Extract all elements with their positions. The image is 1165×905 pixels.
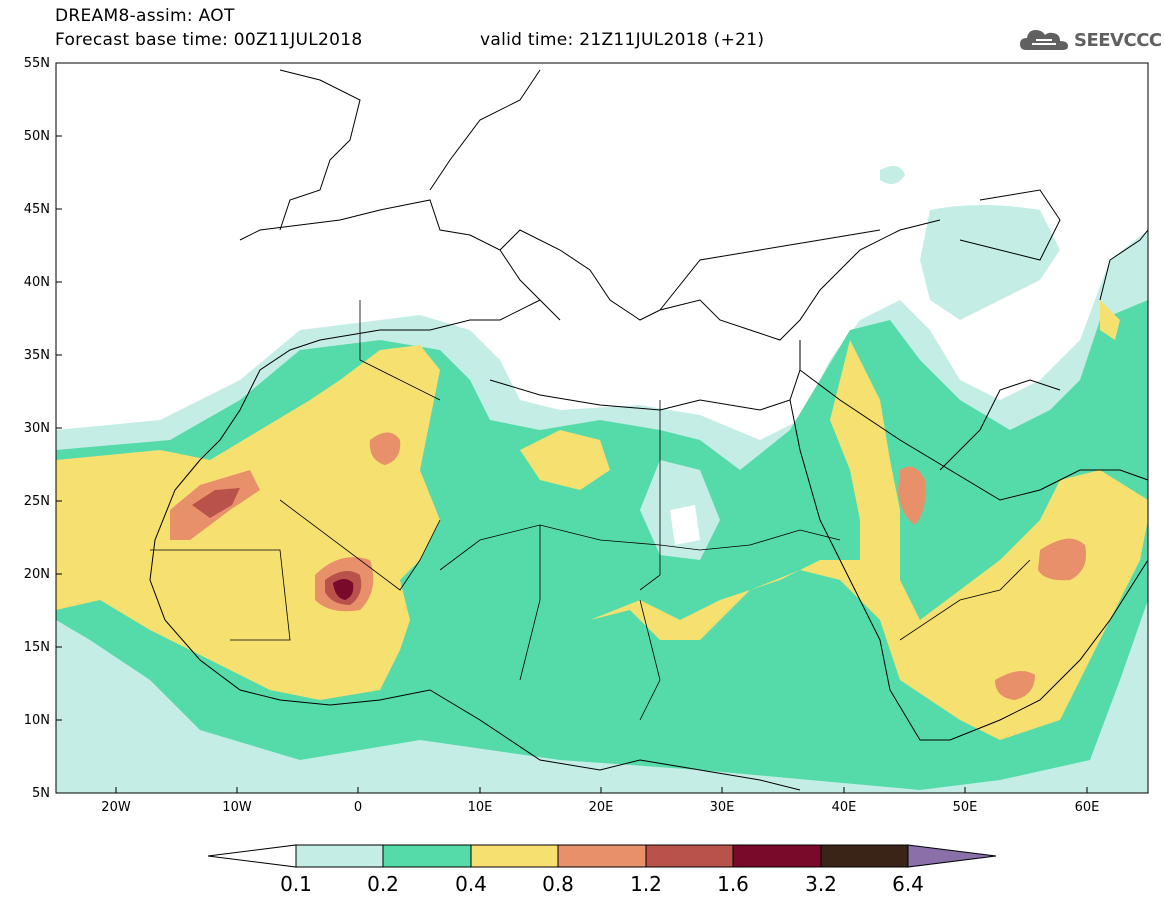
colorbar-label: 1.6 [717,872,749,896]
colorbar-bin-0.8 [557,844,647,868]
colorbar-label: 1.2 [630,872,662,896]
coastlines [149,69,1148,791]
seevccc-logo: SEEVCCC [1018,24,1162,56]
chart-title: DREAM8-assim: AOT [55,6,235,26]
lat-label: 35N [23,348,50,363]
forecast-base-time: Forecast base time: 00Z11JUL2018 [55,30,363,50]
aot-band-1.6 [333,579,354,600]
valid-time: valid time: 21Z11JUL2018 (+21) [480,30,765,50]
aot-band-1.2 [192,488,240,518]
lat-label: 45N [23,202,50,217]
lon-label: 50E [952,800,978,815]
axis-ticks [56,62,1088,794]
colorbar-bin-0.2 [382,844,472,868]
lat-label: 40N [23,275,50,290]
colorbar-under-triangle [207,844,297,868]
colorbar-over-triangle [907,844,997,868]
aot-field [56,63,1148,793]
cloud-icon [1020,30,1068,50]
colorbar-label: 0.8 [542,872,574,896]
colorbar [207,844,997,868]
lon-label: 0 [353,800,363,815]
lon-label: 40E [831,800,857,815]
colorbar-label: 3.2 [805,872,837,896]
lon-label: 20E [588,800,614,815]
lat-label: 25N [23,494,50,509]
lon-label: 30E [709,800,735,815]
colorbar-bin-1.6 [732,844,822,868]
lat-label: 5N [32,786,50,801]
lat-label: 50N [23,129,50,144]
lon-label: 20W [101,800,131,815]
lat-label: 55N [23,56,50,71]
lat-label: 15N [23,640,50,655]
colorbar-bin-0.1 [295,844,384,868]
country-borders [150,300,1031,721]
lon-label: 10E [467,800,493,815]
colorbar-bin-1.2 [645,844,734,868]
lon-label: 60E [1074,800,1100,815]
logo-text: SEEVCCC [1074,30,1162,51]
aot-band-0.4 [56,345,440,700]
colorbar-bin-3.2 [820,844,909,868]
lon-label: 10W [222,800,252,815]
colorbar-label: 0.1 [280,872,312,896]
colorbar-label: 0.4 [455,872,487,896]
lat-label: 30N [23,421,50,436]
lat-label: 20N [23,567,50,582]
colorbar-label: 0.2 [367,872,399,896]
lat-label: 10N [23,713,50,728]
colorbar-label: 6.4 [892,872,924,896]
colorbar-bin-0.4 [470,844,559,868]
